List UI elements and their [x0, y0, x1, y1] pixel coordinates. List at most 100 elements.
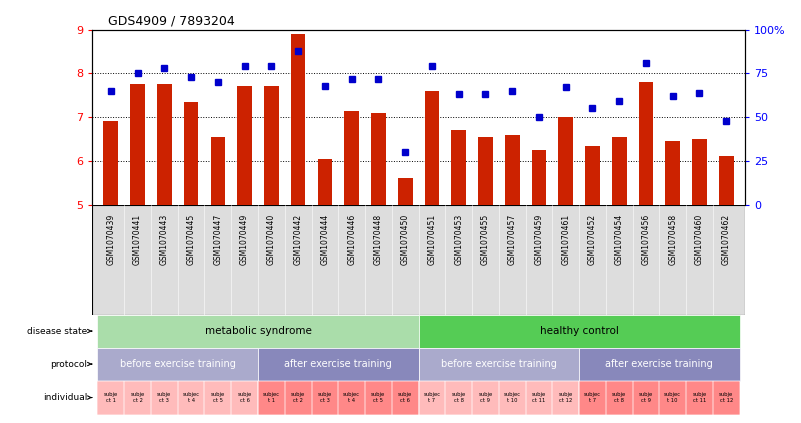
Bar: [499, 381, 525, 415]
Bar: [692, 139, 706, 205]
Text: subje
ct 1: subje ct 1: [103, 392, 118, 403]
Text: subjec
t 10: subjec t 10: [504, 392, 521, 403]
Bar: [505, 135, 520, 205]
Bar: [633, 381, 659, 415]
Text: subje
ct 6: subje ct 6: [398, 392, 413, 403]
Bar: [553, 381, 579, 415]
Text: after exercise training: after exercise training: [606, 359, 713, 369]
Text: GSM1070451: GSM1070451: [428, 213, 437, 264]
Text: subjec
t 4: subjec t 4: [343, 392, 360, 403]
Text: subje
ct 12: subje ct 12: [558, 392, 573, 403]
Bar: [124, 381, 151, 415]
Bar: [532, 150, 546, 205]
Bar: [686, 381, 713, 415]
Text: GSM1070443: GSM1070443: [160, 213, 169, 265]
Bar: [638, 82, 654, 205]
Bar: [237, 86, 252, 205]
Text: subjec
t 7: subjec t 7: [584, 392, 601, 403]
Bar: [284, 381, 312, 415]
Bar: [157, 84, 171, 205]
Text: before exercise training: before exercise training: [441, 359, 557, 369]
Bar: [398, 179, 413, 205]
Text: GSM1070439: GSM1070439: [107, 213, 115, 265]
Bar: [338, 381, 365, 415]
Bar: [291, 34, 305, 205]
Text: GSM1070447: GSM1070447: [213, 213, 223, 265]
Text: subje
ct 8: subje ct 8: [452, 392, 465, 403]
Bar: [183, 102, 199, 205]
Bar: [606, 381, 633, 415]
Bar: [98, 315, 419, 348]
Text: subjec
t 7: subjec t 7: [424, 392, 441, 403]
Text: GSM1070456: GSM1070456: [642, 213, 650, 265]
Text: GSM1070441: GSM1070441: [133, 213, 142, 264]
Text: GSM1070459: GSM1070459: [534, 213, 543, 265]
Bar: [103, 121, 119, 205]
Text: GSM1070442: GSM1070442: [294, 213, 303, 264]
Bar: [419, 348, 579, 381]
Text: subjec
t 1: subjec t 1: [263, 392, 280, 403]
Text: GSM1070449: GSM1070449: [240, 213, 249, 265]
Text: GSM1070452: GSM1070452: [588, 213, 597, 264]
Bar: [713, 381, 739, 415]
Text: GSM1070458: GSM1070458: [668, 213, 677, 264]
Bar: [392, 381, 419, 415]
Text: subje
ct 2: subje ct 2: [291, 392, 305, 403]
Text: subje
ct 2: subje ct 2: [131, 392, 145, 403]
Bar: [419, 315, 739, 348]
Bar: [612, 137, 626, 205]
Bar: [445, 381, 472, 415]
Text: healthy control: healthy control: [540, 326, 618, 336]
Text: subje
ct 11: subje ct 11: [692, 392, 706, 403]
Text: subje
ct 11: subje ct 11: [532, 392, 546, 403]
Bar: [659, 381, 686, 415]
Bar: [98, 381, 258, 415]
Text: subje
ct 8: subje ct 8: [612, 392, 626, 403]
Text: subje
ct 3: subje ct 3: [157, 392, 171, 403]
Text: GSM1070462: GSM1070462: [722, 213, 731, 264]
Bar: [585, 146, 600, 205]
Text: before exercise training: before exercise training: [120, 359, 235, 369]
Text: GSM1070448: GSM1070448: [374, 213, 383, 264]
Bar: [558, 117, 573, 205]
Bar: [258, 348, 419, 381]
Bar: [579, 381, 739, 415]
Bar: [371, 113, 386, 205]
Text: GSM1070460: GSM1070460: [695, 213, 704, 265]
Bar: [258, 381, 419, 415]
Text: subjec
t 4: subjec t 4: [183, 392, 199, 403]
Bar: [211, 137, 225, 205]
Text: GSM1070457: GSM1070457: [508, 213, 517, 265]
Bar: [525, 381, 553, 415]
Bar: [718, 157, 734, 205]
Text: GSM1070440: GSM1070440: [267, 213, 276, 265]
Bar: [478, 137, 493, 205]
Bar: [98, 348, 258, 381]
Bar: [344, 110, 359, 205]
Text: disease state: disease state: [27, 327, 87, 335]
Text: GSM1070453: GSM1070453: [454, 213, 463, 265]
Text: GSM1070461: GSM1070461: [562, 213, 570, 264]
Bar: [312, 381, 338, 415]
Bar: [98, 381, 124, 415]
Bar: [419, 381, 445, 415]
Bar: [365, 381, 392, 415]
Bar: [472, 381, 499, 415]
Text: after exercise training: after exercise training: [284, 359, 392, 369]
Text: subjec
t 10: subjec t 10: [664, 392, 682, 403]
Text: subje
ct 3: subje ct 3: [318, 392, 332, 403]
Text: GSM1070454: GSM1070454: [614, 213, 624, 265]
Bar: [151, 381, 178, 415]
Bar: [258, 381, 284, 415]
Bar: [666, 141, 680, 205]
Text: GSM1070444: GSM1070444: [320, 213, 329, 265]
Bar: [425, 91, 439, 205]
Text: GSM1070455: GSM1070455: [481, 213, 490, 265]
Bar: [231, 381, 258, 415]
Bar: [419, 381, 579, 415]
Text: GSM1070450: GSM1070450: [400, 213, 409, 265]
Text: subje
ct 9: subje ct 9: [478, 392, 493, 403]
Bar: [579, 381, 606, 415]
Text: GSM1070445: GSM1070445: [187, 213, 195, 265]
Text: subje
ct 5: subje ct 5: [211, 392, 225, 403]
